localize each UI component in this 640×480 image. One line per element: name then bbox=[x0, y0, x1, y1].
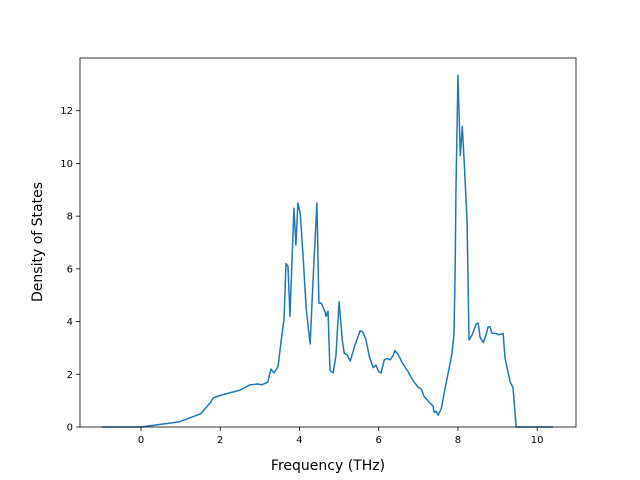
x-tick-label: 4 bbox=[296, 435, 302, 446]
line bbox=[102, 74, 554, 428]
x-axis-label: Frequency (THz) bbox=[271, 458, 385, 474]
y-tick-label: 2 bbox=[67, 370, 73, 381]
y-tick-label: 4 bbox=[67, 317, 73, 328]
y-tick-label: 8 bbox=[67, 212, 73, 223]
x-tick-label: 0 bbox=[138, 435, 144, 446]
y-tick-label: 12 bbox=[60, 106, 73, 117]
x-tick-label: 2 bbox=[217, 435, 223, 446]
y-tick-label: 6 bbox=[67, 264, 73, 275]
y-tick-label: 10 bbox=[60, 159, 73, 170]
y-tick-label: 0 bbox=[67, 423, 73, 434]
y-axis-label: Density of States bbox=[30, 182, 46, 302]
x-tick-label: 6 bbox=[376, 435, 382, 446]
axes-frame bbox=[79, 57, 577, 428]
x-tick-label: 8 bbox=[455, 435, 461, 446]
x-tick-label: 10 bbox=[531, 435, 544, 446]
